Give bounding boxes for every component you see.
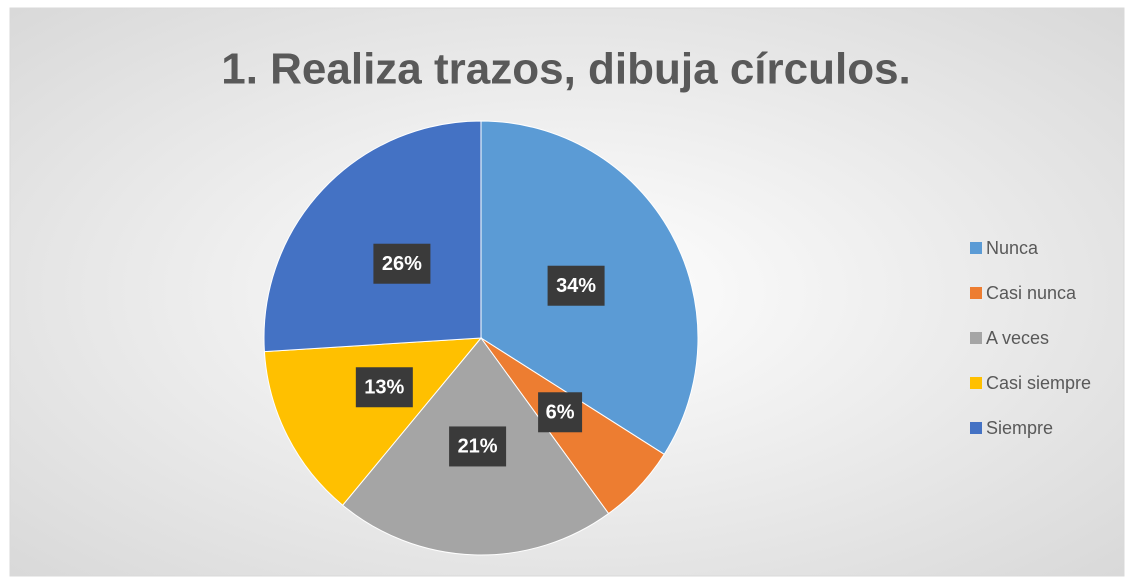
data-label-box xyxy=(547,265,605,306)
chart-title: 1. Realiza trazos, dibuja círculos. xyxy=(221,45,911,94)
legend-swatch xyxy=(970,422,982,434)
data-label-box xyxy=(373,243,431,284)
legend-label: Casi siempre xyxy=(986,373,1091,393)
legend-label: Siempre xyxy=(986,418,1053,438)
legend-label: Casi nunca xyxy=(986,283,1077,303)
data-label-box xyxy=(538,392,583,433)
data-label-box xyxy=(449,426,507,467)
legend-label: Nunca xyxy=(986,238,1039,258)
legend-swatch xyxy=(970,242,982,254)
legend-label: A veces xyxy=(986,328,1049,348)
data-label: 21% xyxy=(458,436,498,458)
data-label-box xyxy=(355,367,413,408)
data-label: 26% xyxy=(382,253,422,275)
data-label: 6% xyxy=(546,402,575,424)
legend-swatch xyxy=(970,332,982,344)
legend-swatch xyxy=(970,287,982,299)
legend-swatch xyxy=(970,377,982,389)
data-label: 34% xyxy=(556,275,596,297)
data-label: 13% xyxy=(364,377,404,399)
pie-slice xyxy=(263,120,482,353)
pie-slice xyxy=(263,337,483,506)
